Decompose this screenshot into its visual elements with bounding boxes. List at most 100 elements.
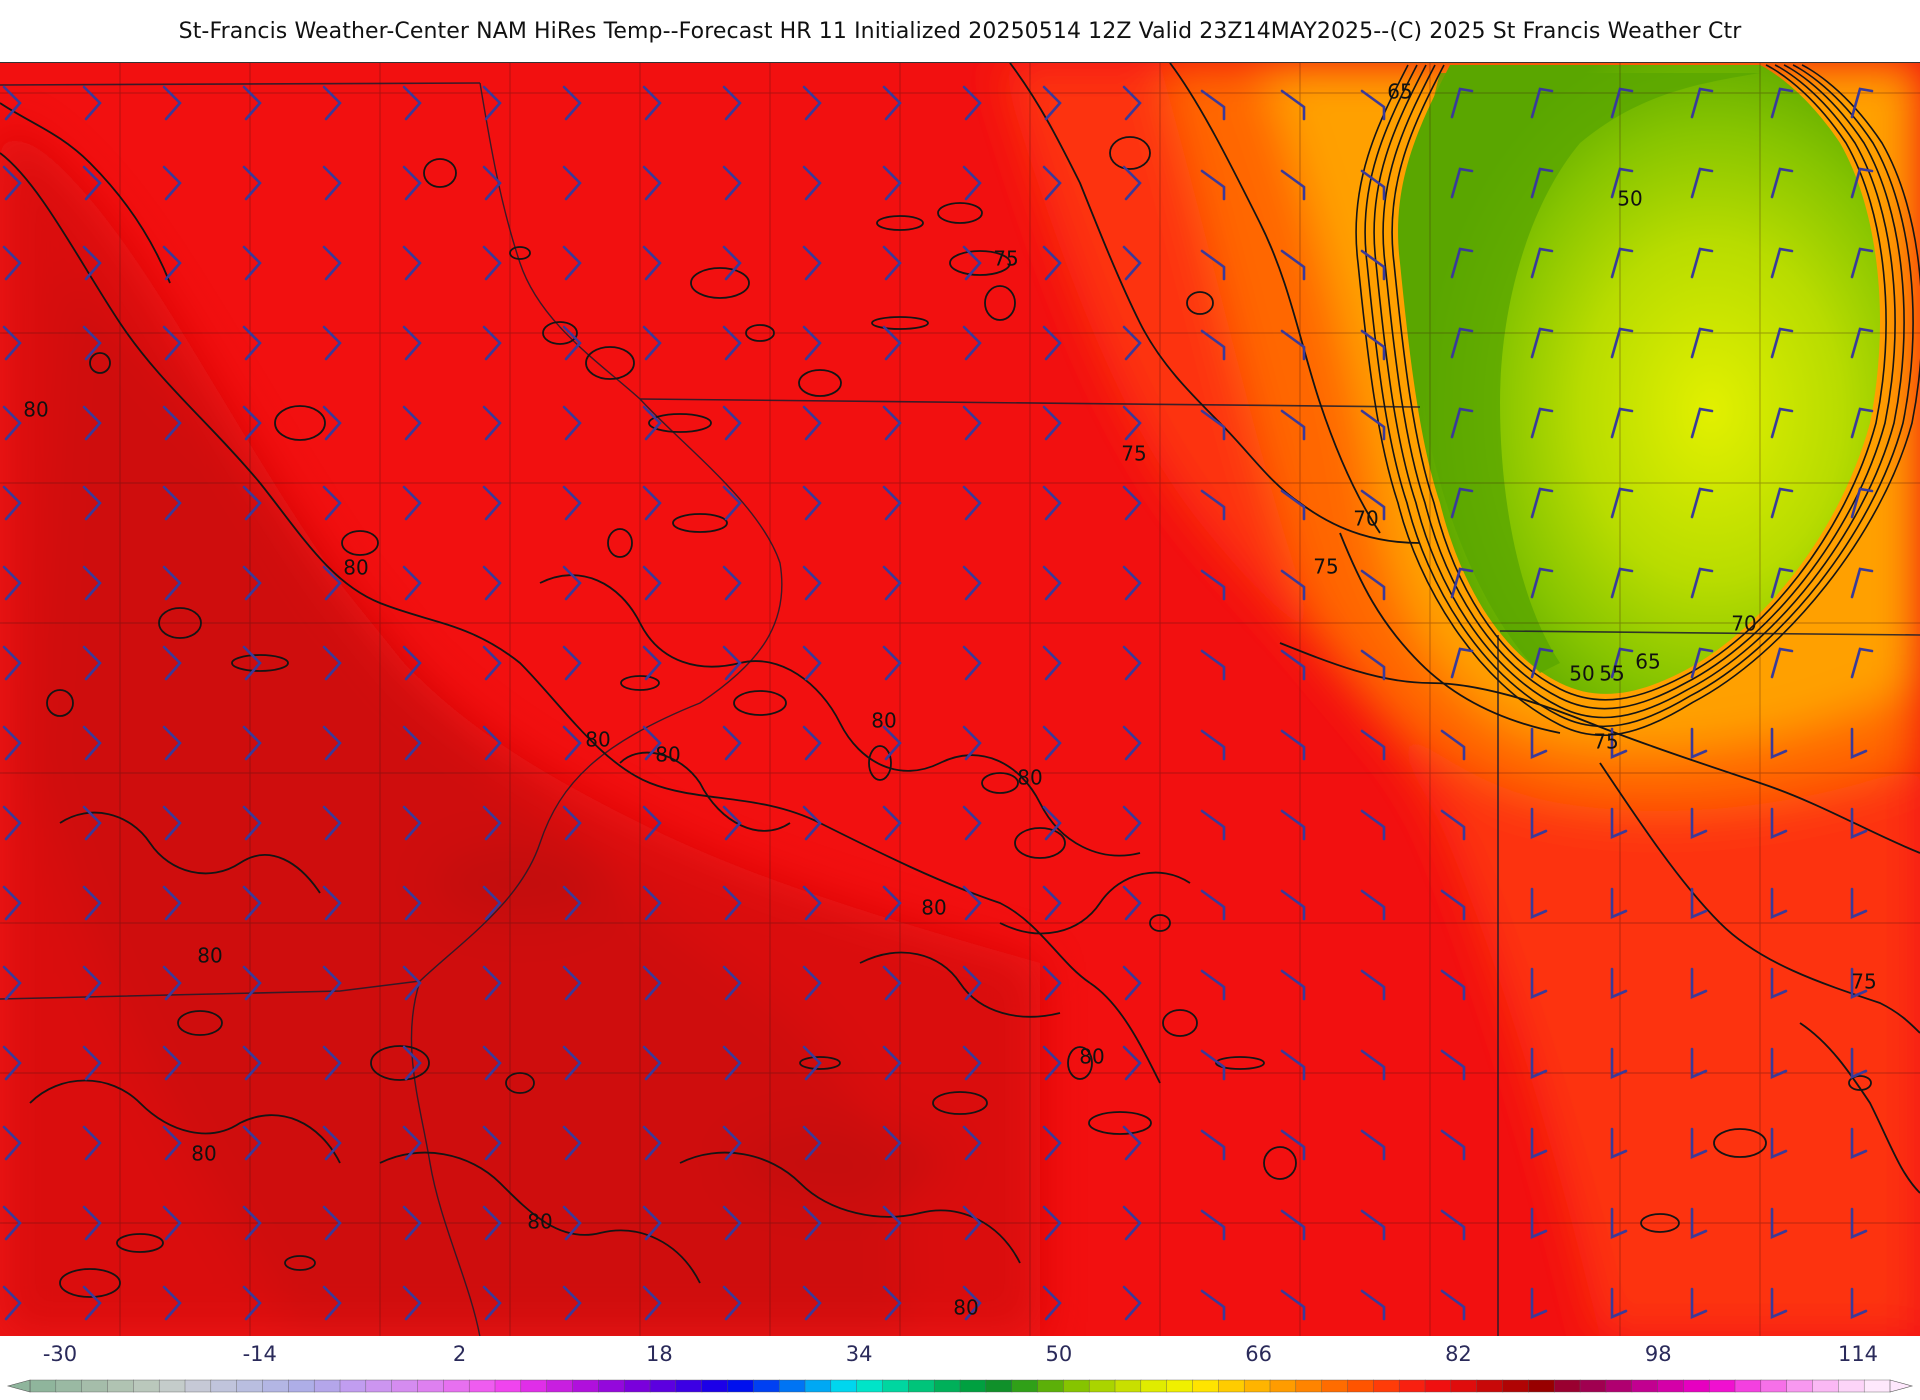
contour-label: 80 — [585, 728, 610, 752]
isotherm-line — [59, 811, 321, 894]
isotherm-cell — [585, 346, 635, 380]
wind-barb — [562, 485, 582, 521]
wind-barb — [162, 245, 182, 281]
isotherm-cell — [1014, 827, 1066, 859]
isotherm-cell — [284, 1255, 316, 1271]
wind-barb — [1122, 885, 1142, 921]
wind-barb — [562, 725, 582, 761]
lake-isotherm-ring — [1373, 64, 1905, 719]
wind-barb — [1690, 807, 1708, 839]
contour-label: 75 — [993, 247, 1018, 271]
isotherm-line — [379, 1151, 701, 1284]
wind-barb — [802, 1045, 822, 1081]
wind-barb — [1610, 967, 1628, 999]
wind-barb — [322, 1285, 342, 1321]
wind-barb — [1360, 249, 1386, 281]
wind-barb — [1530, 167, 1554, 199]
wind-barb — [162, 485, 182, 521]
wind-barb — [1200, 1129, 1226, 1161]
colorbar-segment — [675, 1379, 703, 1393]
colorbar-segment — [623, 1379, 651, 1393]
wind-barb — [642, 405, 662, 441]
isotherm-cell — [1263, 1146, 1297, 1180]
wind-barb — [802, 405, 822, 441]
isotherm-cell — [1162, 1009, 1198, 1037]
isotherm-cell — [690, 267, 750, 299]
wind-barb — [1530, 647, 1554, 679]
wind-barb — [1770, 167, 1794, 199]
contour-label: 80 — [23, 398, 48, 422]
wind-barb — [1042, 245, 1062, 281]
wind-barb — [1530, 887, 1548, 919]
wind-barb — [82, 805, 102, 841]
wind-barb — [402, 725, 422, 761]
wind-barb — [242, 1125, 262, 1161]
wind-barb — [1770, 487, 1794, 519]
wind-barb — [1850, 327, 1874, 359]
wind-barb — [402, 1125, 422, 1161]
wind-barb — [642, 1285, 662, 1321]
wind-barb — [402, 645, 422, 681]
wind-barb — [802, 565, 822, 601]
colorbar-segment — [1683, 1379, 1710, 1393]
wind-barb — [562, 1285, 582, 1321]
colorbar-segment — [1734, 1379, 1762, 1393]
wind-barb — [1280, 409, 1306, 441]
wind-barb — [322, 165, 342, 201]
wind-barb — [1850, 407, 1874, 439]
lake-green-edge — [1416, 73, 1760, 673]
contour-label: 65 — [1387, 80, 1412, 104]
wind-barb — [2, 1285, 22, 1321]
wind-barb — [1530, 487, 1554, 519]
wind-barb — [1440, 889, 1466, 921]
wind-barb — [562, 565, 582, 601]
contour-label: 80 — [191, 1142, 216, 1166]
colorbar: -30 -14 2 18 34 50 66 82 98 114 — [0, 1336, 1920, 1400]
wind-barb — [562, 1045, 582, 1081]
wind-barb — [642, 1045, 662, 1081]
wind-barb — [1122, 405, 1142, 441]
wind-barb — [402, 325, 422, 361]
wind-barb — [322, 485, 342, 521]
wind-barb — [1770, 1047, 1788, 1079]
isotherm-cell — [1640, 1213, 1680, 1233]
wind-barb — [962, 725, 982, 761]
wind-barb — [162, 565, 182, 601]
colorbar-segment — [1295, 1379, 1323, 1393]
wind-barb — [962, 565, 982, 601]
wind-barb — [562, 325, 582, 361]
wind-barb — [1122, 325, 1142, 361]
wind-barb — [482, 1125, 502, 1161]
wind-barb — [1042, 725, 1062, 761]
temperature-map[interactable]: 80 80 80 80 80 80 80 80 80 80 80 80 75 75 75 75 75 70 70 65… — [0, 63, 1920, 1337]
colorbar-segment — [417, 1379, 445, 1393]
wind-barb — [482, 965, 502, 1001]
wind-barb — [162, 885, 182, 921]
wind-barb — [242, 85, 262, 121]
wind-barb — [882, 885, 902, 921]
colorbar-tick-label: 18 — [645, 1342, 673, 1366]
wind-barb — [1280, 89, 1306, 121]
wind-barb — [882, 965, 902, 1001]
wind-barb — [1770, 807, 1788, 839]
colorbar-segment — [1088, 1379, 1116, 1393]
wind-barb — [882, 165, 902, 201]
wind-barb — [242, 725, 262, 761]
wind-barb — [322, 1205, 342, 1241]
contour-label: 80 — [343, 556, 368, 580]
colorbar-segment — [830, 1379, 858, 1393]
isotherm-cell — [1109, 136, 1151, 170]
colorbar-segment — [236, 1379, 264, 1393]
colorbar-segment — [1063, 1379, 1090, 1393]
wind-barb — [962, 1205, 982, 1241]
colorbar-segment — [1243, 1379, 1271, 1393]
isotherm-cell — [984, 285, 1016, 321]
isotherm-cell — [981, 772, 1019, 794]
wind-barb — [1610, 1047, 1628, 1079]
wind-barb — [2, 565, 22, 601]
wind-barb — [82, 1285, 102, 1321]
map-panel[interactable]: 80 80 80 80 80 80 80 80 80 80 80 80 75 75 75 75 75 70 70 65… — [0, 62, 1920, 1338]
wind-barb — [1850, 167, 1874, 199]
wind-barb — [162, 1045, 182, 1081]
wind-barb — [1690, 1207, 1708, 1239]
